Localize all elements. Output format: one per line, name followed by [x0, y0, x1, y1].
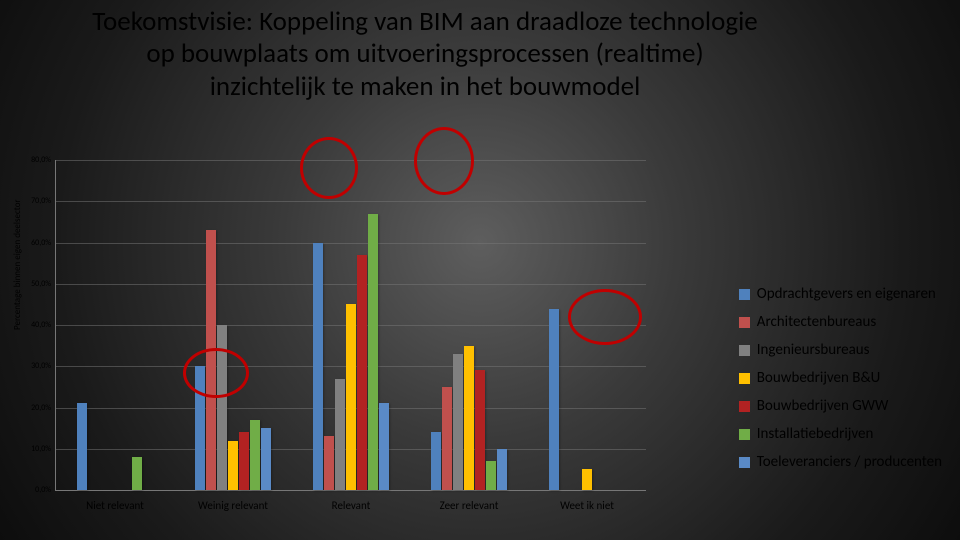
bar	[582, 469, 592, 490]
bar-group: Niet relevant	[77, 160, 154, 490]
bar	[431, 432, 441, 490]
bar	[549, 309, 559, 491]
legend-swatch	[739, 401, 750, 412]
annotation-circle	[568, 289, 642, 345]
legend-swatch	[739, 457, 750, 468]
y-axis-label: Percentage binnen eigen deelsector	[12, 199, 23, 330]
plot-area: 0,0%10,0%20,0%30,0%40,0%50,0%60,0%70,0%8…	[55, 160, 646, 491]
legend-item: Ingenieursbureaus	[739, 341, 942, 359]
legend-swatch	[739, 373, 750, 384]
bar	[77, 403, 87, 490]
y-tick-label: 70,0%	[11, 196, 51, 206]
bar	[335, 379, 345, 490]
x-category-label: Relevant	[291, 499, 411, 512]
bar	[475, 370, 485, 490]
legend-label: Bouwbedrijven B&U	[757, 369, 881, 387]
legend-label: Bouwbedrijven GWW	[757, 397, 889, 415]
y-tick-label: 20,0%	[11, 403, 51, 413]
bar	[250, 420, 260, 490]
bar	[442, 387, 452, 490]
y-tick-label: 10,0%	[11, 444, 51, 454]
y-tick-label: 50,0%	[11, 279, 51, 289]
bar	[357, 255, 367, 490]
legend-label: Opdrachtgevers en eigenaren	[757, 285, 936, 303]
legend-label: Ingenieursbureaus	[757, 341, 870, 359]
y-tick-label: 80,0%	[11, 155, 51, 165]
x-category-label: Niet relevant	[55, 499, 175, 512]
legend-label: Architectenbureaus	[757, 313, 876, 331]
bar	[368, 214, 378, 490]
annotation-circle	[300, 137, 358, 199]
legend-item: Installatiebedrijven	[739, 425, 942, 443]
legend-item: Toeleveranciers / producenten	[739, 453, 942, 471]
bar	[464, 346, 474, 490]
bar	[261, 428, 271, 490]
bar	[453, 354, 463, 490]
legend-label: Installatiebedrijven	[757, 425, 874, 443]
legend-swatch	[739, 317, 750, 328]
bar	[324, 436, 334, 490]
bar	[239, 432, 249, 490]
legend: Opdrachtgevers en eigenaren Architectenbu…	[739, 285, 942, 481]
y-tick-label: 60,0%	[11, 238, 51, 248]
bar	[497, 449, 507, 490]
y-tick-label: 40,0%	[11, 320, 51, 330]
bar	[228, 441, 238, 491]
bar-group: Zeer relevant	[431, 160, 508, 490]
legend-swatch	[739, 345, 750, 356]
legend-label: Toeleveranciers / producenten	[757, 453, 942, 471]
y-tick-label: 0,0%	[11, 485, 51, 495]
legend-item: Architectenbureaus	[739, 313, 942, 331]
bar	[313, 243, 323, 491]
x-category-label: Weinig relevant	[173, 499, 293, 512]
bar	[132, 457, 142, 490]
x-category-label: Weet ik niet	[527, 499, 647, 512]
bar	[486, 461, 496, 490]
legend-item: Opdrachtgevers en eigenaren	[739, 285, 942, 303]
bar	[379, 403, 389, 490]
x-category-label: Zeer relevant	[409, 499, 529, 512]
legend-item: Bouwbedrijven GWW	[739, 397, 942, 415]
legend-swatch	[739, 429, 750, 440]
annotation-circle	[414, 127, 474, 195]
legend-swatch	[739, 289, 750, 300]
chart-title: Toekomstvisie: Koppeling van BIM aan dra…	[90, 6, 760, 103]
bar-group: Weinig relevant	[195, 160, 272, 490]
annotation-circle	[183, 348, 249, 398]
bar-group: Relevant	[313, 160, 390, 490]
y-tick-label: 30,0%	[11, 361, 51, 371]
bar	[346, 304, 356, 490]
legend-item: Bouwbedrijven B&U	[739, 369, 942, 387]
